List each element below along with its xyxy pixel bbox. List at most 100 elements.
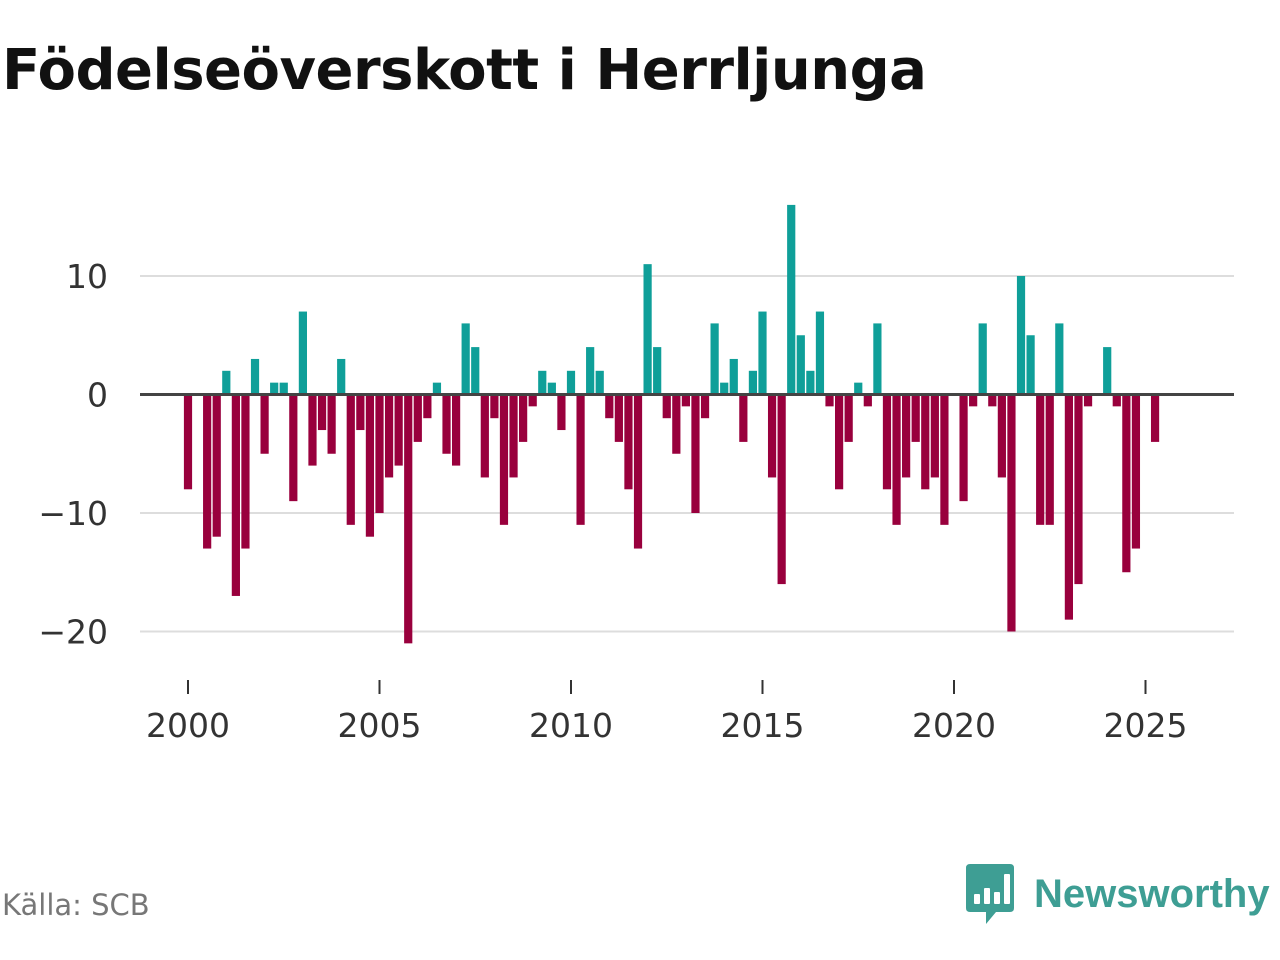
- bar: [700, 394, 710, 419]
- bar: [499, 394, 509, 525]
- bar: [576, 394, 585, 525]
- bar: [394, 394, 403, 466]
- bar: [921, 394, 930, 490]
- bar: [614, 394, 623, 442]
- bar: [586, 347, 595, 395]
- bar: [959, 394, 968, 502]
- brand-name: Newsworthy: [1034, 871, 1270, 916]
- bar: [1150, 394, 1160, 442]
- bar: [1112, 394, 1121, 407]
- y-tick-label: 10: [66, 257, 108, 296]
- bar: [1036, 394, 1045, 525]
- bar: [1122, 394, 1131, 573]
- bar: [806, 370, 815, 395]
- bar: [863, 394, 872, 407]
- bar: [308, 394, 317, 466]
- bar: [471, 347, 480, 395]
- bar: [710, 323, 719, 395]
- x-tick-label: 2005: [338, 706, 422, 745]
- bar: [1131, 394, 1141, 549]
- bar: [1074, 394, 1083, 585]
- bar: [423, 394, 432, 419]
- bar: [327, 394, 336, 454]
- bar: [1045, 394, 1054, 525]
- bar: [337, 358, 346, 395]
- bar: [365, 394, 375, 537]
- y-tick-label: 0: [87, 376, 108, 415]
- x-tick-label: 2010: [529, 706, 613, 745]
- bar: [557, 394, 566, 431]
- bar: [279, 382, 288, 395]
- y-tick-label: −10: [38, 494, 108, 533]
- bar: [289, 394, 298, 502]
- bar: [203, 394, 212, 549]
- bar: [681, 394, 690, 407]
- bar: [442, 394, 451, 454]
- bar: [662, 394, 671, 419]
- bar: [720, 382, 729, 395]
- y-tick-label: −20: [38, 613, 108, 652]
- x-axis: [187, 680, 1147, 694]
- bar: [595, 370, 604, 395]
- bar: [250, 358, 260, 395]
- bar: [988, 394, 997, 407]
- bar: [624, 394, 633, 490]
- bar: [748, 370, 758, 395]
- bar: [930, 394, 939, 478]
- bar-layer: [183, 204, 1160, 644]
- bar: [413, 394, 422, 442]
- bar: [825, 394, 834, 407]
- source-note: Källa: SCB: [2, 888, 150, 922]
- bar: [997, 394, 1006, 478]
- bar: [633, 394, 643, 549]
- bar: [231, 394, 240, 596]
- bar: [212, 394, 221, 537]
- bar: [605, 394, 614, 419]
- bar: [1064, 394, 1073, 620]
- bar: [672, 394, 681, 454]
- bar: [911, 394, 920, 442]
- bar: [519, 394, 528, 442]
- bar: [691, 394, 700, 513]
- bar: [298, 311, 307, 395]
- bar: [528, 394, 537, 407]
- bar: [854, 382, 863, 395]
- bar: [653, 347, 662, 395]
- bar: [1103, 347, 1112, 395]
- bar: [1007, 394, 1016, 632]
- bar: [1083, 394, 1093, 407]
- x-tick-label: 2000: [146, 706, 230, 745]
- bar: [346, 394, 355, 525]
- bar: [767, 394, 777, 478]
- bar: [882, 394, 892, 490]
- bar: [566, 370, 576, 395]
- bar: [940, 394, 949, 525]
- bar: [643, 264, 652, 395]
- bar: [758, 311, 767, 395]
- bar: [384, 394, 394, 478]
- bar: [902, 394, 911, 478]
- bar: [241, 394, 250, 549]
- bar: [547, 382, 556, 395]
- bar: [222, 370, 231, 395]
- bar: [317, 394, 327, 431]
- bar: [1016, 276, 1026, 395]
- bar: [452, 394, 461, 466]
- bar: [490, 394, 499, 419]
- bar: [461, 323, 470, 395]
- newsworthy-logo-icon: [966, 864, 1014, 924]
- bar: [356, 394, 365, 431]
- bar: [432, 382, 442, 395]
- bar: [969, 394, 978, 407]
- bar: [787, 204, 796, 395]
- bar: [270, 382, 279, 395]
- tick-labels: 10 0 −10 −20 2000 2005 2010 2015 2020 2025: [38, 257, 1187, 745]
- bar: [1026, 335, 1035, 395]
- brand-logo[interactable]: Newsworthy: [964, 862, 1270, 926]
- bar: [1055, 323, 1064, 395]
- x-tick-label: 2025: [1104, 706, 1188, 745]
- bar: [480, 394, 489, 478]
- bar: [729, 358, 738, 395]
- bar: [873, 323, 882, 395]
